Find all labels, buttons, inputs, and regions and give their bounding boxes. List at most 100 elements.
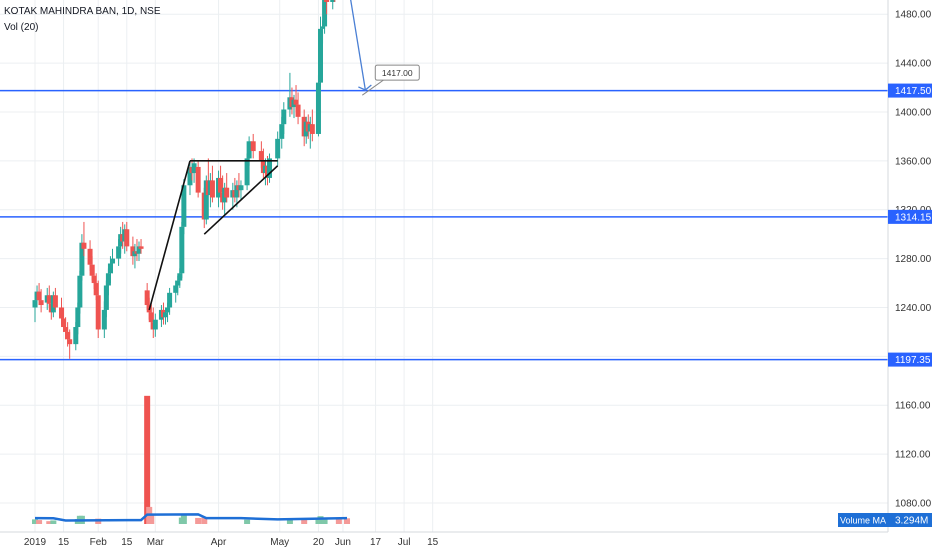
candle-body: [224, 187, 230, 198]
price-tick-label: 1240.00: [895, 303, 932, 314]
candle-body: [309, 124, 315, 134]
candle-body: [61, 318, 67, 328]
level-price-text: 1417.50: [895, 86, 932, 97]
candle-body: [293, 99, 299, 105]
candle-body: [165, 307, 171, 313]
price-tick-label: 1400.00: [895, 107, 932, 118]
candle-body: [136, 246, 142, 254]
volume-bar: [32, 519, 38, 524]
candle-body: [330, 0, 336, 2]
candle-body: [203, 180, 209, 220]
candle-body: [103, 285, 109, 310]
candle-body: [46, 295, 52, 304]
volume-bar: [144, 395, 151, 524]
candle-body: [209, 180, 215, 198]
volume-bar: [195, 517, 202, 524]
trendline: [148, 160, 191, 311]
candle-body: [244, 158, 250, 186]
candle-body: [81, 242, 87, 249]
volume-bar: [286, 518, 293, 524]
price-tick-label: 1480.00: [895, 10, 932, 21]
candle-body: [77, 275, 83, 308]
candle-body: [175, 280, 181, 286]
date-tick-label: Apr: [211, 537, 227, 548]
level-price-text: 1197.35: [895, 355, 931, 366]
volume-bar: [344, 518, 351, 524]
volume-bar: [201, 517, 208, 524]
volume-indicator-label[interactable]: Vol (20): [4, 22, 39, 33]
candle-body: [320, 26, 326, 29]
candle-body: [116, 246, 122, 259]
candle-body: [258, 151, 264, 161]
candle-body: [89, 264, 95, 276]
level-price-tag: [888, 352, 932, 367]
level-price-text: 1314.15: [895, 212, 932, 223]
level-price-tag: [888, 83, 932, 98]
volume-bar: [244, 519, 251, 524]
candle-body: [163, 312, 169, 318]
candle-body: [218, 177, 224, 193]
candle-body: [179, 226, 185, 274]
candle-body: [138, 246, 144, 249]
candle-body: [177, 273, 183, 281]
volume-ma-value: 3.294M: [895, 516, 928, 527]
candle-body: [105, 273, 111, 286]
price-axis: [888, 0, 932, 550]
candle-body: [144, 290, 150, 306]
volume-ma-value-tag: [888, 513, 932, 527]
price-annotation-text: 1417.00: [382, 68, 413, 78]
candle-body: [75, 307, 81, 328]
candle-body: [109, 258, 115, 264]
price-tick-label: 1120.00: [895, 450, 931, 461]
candle-body: [52, 295, 58, 308]
candle-body: [36, 291, 42, 301]
price-tick-label: 1360.00: [895, 156, 932, 167]
volume-bar: [321, 517, 328, 524]
chart-title: KOTAK MAHINDRA BAN, 1D, NSE: [4, 6, 161, 17]
candle-body: [279, 124, 285, 139]
candle-body: [65, 331, 71, 340]
candle-body: [250, 141, 256, 152]
candle-body: [91, 275, 97, 284]
date-tick-label: 15: [427, 537, 439, 548]
candle-body: [124, 229, 130, 247]
candle-body: [315, 82, 321, 134]
volume-bar: [180, 514, 187, 524]
candle-body: [295, 104, 301, 117]
price-annotation-pointer: [361, 79, 384, 96]
candle-body: [67, 339, 73, 345]
candle-body: [191, 163, 197, 174]
candle-body: [322, 0, 328, 27]
candle-body: [38, 300, 44, 306]
candle-body: [152, 319, 158, 330]
level-price-tag: [888, 209, 932, 224]
volume-ma-line: [34, 513, 348, 522]
volume-bar: [36, 520, 43, 524]
trendline: [203, 165, 279, 235]
candle-body: [63, 327, 69, 332]
price-tick-label: 1160.00: [895, 401, 931, 412]
volume-bar: [46, 521, 53, 524]
candle-body: [87, 248, 93, 265]
volume-bar: [148, 514, 155, 524]
candle-body: [324, 0, 330, 2]
candle-body: [167, 292, 173, 308]
candle-body: [267, 158, 273, 178]
date-tick-label: 15: [58, 537, 70, 548]
date-tick-label: 2019: [24, 537, 47, 548]
volume-ma-name: Volume MA: [840, 516, 886, 526]
candle-body: [93, 283, 99, 296]
plot-area: [0, 0, 888, 532]
candle-body: [79, 242, 85, 276]
projection-arrow-head: [358, 84, 372, 91]
volume-bar: [301, 518, 308, 524]
candle-body: [32, 300, 38, 308]
candle-body: [195, 166, 201, 193]
date-tick-label: Mar: [147, 537, 165, 548]
candle-body: [275, 138, 281, 159]
candle-body: [187, 166, 193, 186]
candle-body: [59, 307, 65, 319]
candle-body: [101, 309, 107, 330]
